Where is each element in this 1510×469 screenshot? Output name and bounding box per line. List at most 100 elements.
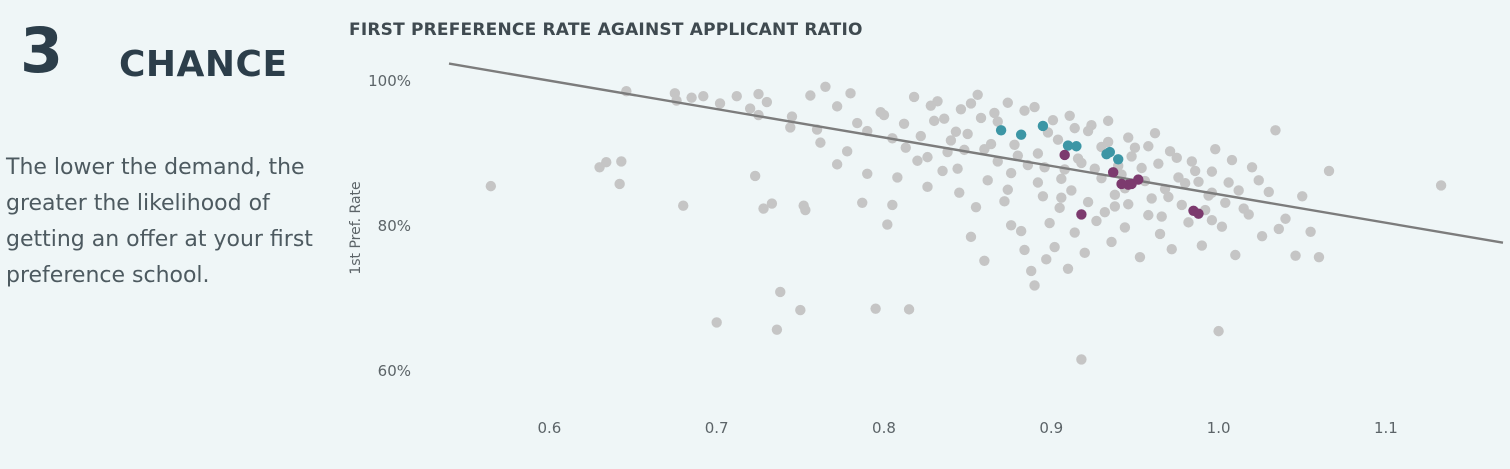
data-point	[711, 317, 722, 328]
data-point	[1193, 176, 1204, 187]
data-point	[1223, 177, 1234, 188]
data-point	[800, 204, 811, 216]
data-point	[1263, 186, 1274, 198]
data-point	[922, 181, 933, 193]
data-point	[698, 91, 709, 102]
data-point	[485, 180, 497, 192]
data-point	[1176, 199, 1187, 211]
data-point	[678, 200, 689, 211]
data-point	[1323, 165, 1335, 177]
data-point	[1113, 154, 1124, 165]
data-point	[1226, 154, 1238, 166]
data-point	[616, 156, 627, 167]
data-point	[1082, 125, 1094, 137]
data-point	[714, 98, 726, 109]
section-description: The lower the demand, the greater the li…	[6, 155, 313, 288]
x-ticks: 0.6 0.7 0.8 0.9 1.0 1.1	[537, 419, 1397, 437]
data-point	[1243, 209, 1254, 220]
data-point	[1305, 226, 1316, 237]
data-point	[805, 90, 816, 101]
data-point	[785, 122, 796, 133]
data-point	[795, 304, 806, 316]
y-tick-label: 100%	[368, 72, 411, 90]
data-point	[786, 111, 798, 122]
data-point	[1069, 122, 1080, 134]
data-point	[614, 178, 625, 190]
x-tick-label: 0.7	[705, 419, 729, 437]
data-point	[1044, 217, 1055, 229]
data-point	[1179, 178, 1191, 189]
data-point	[1149, 128, 1161, 139]
data-point	[989, 107, 1000, 119]
data-point	[744, 103, 756, 114]
data-point	[1196, 240, 1208, 251]
data-point	[1049, 241, 1060, 253]
data-point	[900, 142, 911, 153]
data-point	[903, 304, 915, 315]
data-point	[761, 96, 773, 108]
data-point	[1166, 244, 1177, 255]
data-point	[749, 170, 761, 182]
data-point	[1183, 217, 1194, 228]
y-tick-label: 60%	[378, 362, 411, 380]
data-point	[1059, 149, 1070, 161]
data-point	[975, 112, 987, 124]
data-point	[1213, 325, 1224, 337]
data-point	[1134, 251, 1146, 263]
data-point	[1146, 193, 1157, 204]
data-point	[1230, 249, 1241, 261]
data-point	[965, 98, 977, 109]
data-point	[992, 116, 1003, 127]
data-point	[915, 130, 926, 142]
data-point	[1079, 247, 1090, 259]
data-point	[952, 163, 963, 174]
section-number: 3	[20, 14, 64, 87]
data-point	[1106, 236, 1117, 248]
data-point	[731, 91, 742, 102]
data-point	[1313, 251, 1325, 263]
data-point	[771, 324, 783, 335]
data-point	[875, 106, 886, 118]
data-point	[775, 286, 786, 298]
data-point	[939, 113, 950, 124]
data-point	[1019, 105, 1030, 116]
data-point	[1032, 177, 1044, 188]
data-point	[937, 165, 948, 177]
data-point	[1273, 223, 1285, 235]
data-point	[1002, 97, 1013, 108]
x-tick-label: 0.9	[1039, 419, 1063, 437]
data-point	[1246, 162, 1258, 173]
data-point	[1163, 191, 1174, 203]
data-point	[1076, 209, 1087, 220]
data-point	[758, 203, 769, 214]
data-point	[1126, 151, 1137, 162]
data-point	[972, 89, 983, 100]
data-point	[1015, 129, 1027, 140]
data-point	[1047, 114, 1059, 126]
data-point	[1119, 222, 1131, 233]
data-point	[912, 155, 923, 166]
data-point	[857, 197, 868, 208]
data-point	[954, 187, 965, 198]
data-point	[1089, 163, 1100, 174]
data-point	[1037, 191, 1049, 202]
data-point	[1297, 191, 1308, 202]
data-point	[1012, 150, 1024, 161]
data-point	[1189, 165, 1201, 177]
data-point	[1280, 213, 1291, 224]
data-point	[1032, 148, 1044, 159]
data-point	[965, 231, 977, 243]
data-point	[887, 199, 898, 211]
data-point	[1054, 202, 1065, 214]
data-point	[1171, 152, 1182, 164]
data-point	[992, 156, 1003, 167]
data-point	[1005, 220, 1017, 231]
data-point	[908, 91, 920, 103]
data-point	[995, 125, 1007, 136]
data-point	[1062, 263, 1074, 274]
data-point	[1256, 230, 1268, 242]
data-point	[1002, 184, 1013, 195]
x-tick-label: 0.6	[537, 419, 561, 437]
data-point	[1290, 250, 1301, 261]
data-point	[831, 101, 843, 112]
